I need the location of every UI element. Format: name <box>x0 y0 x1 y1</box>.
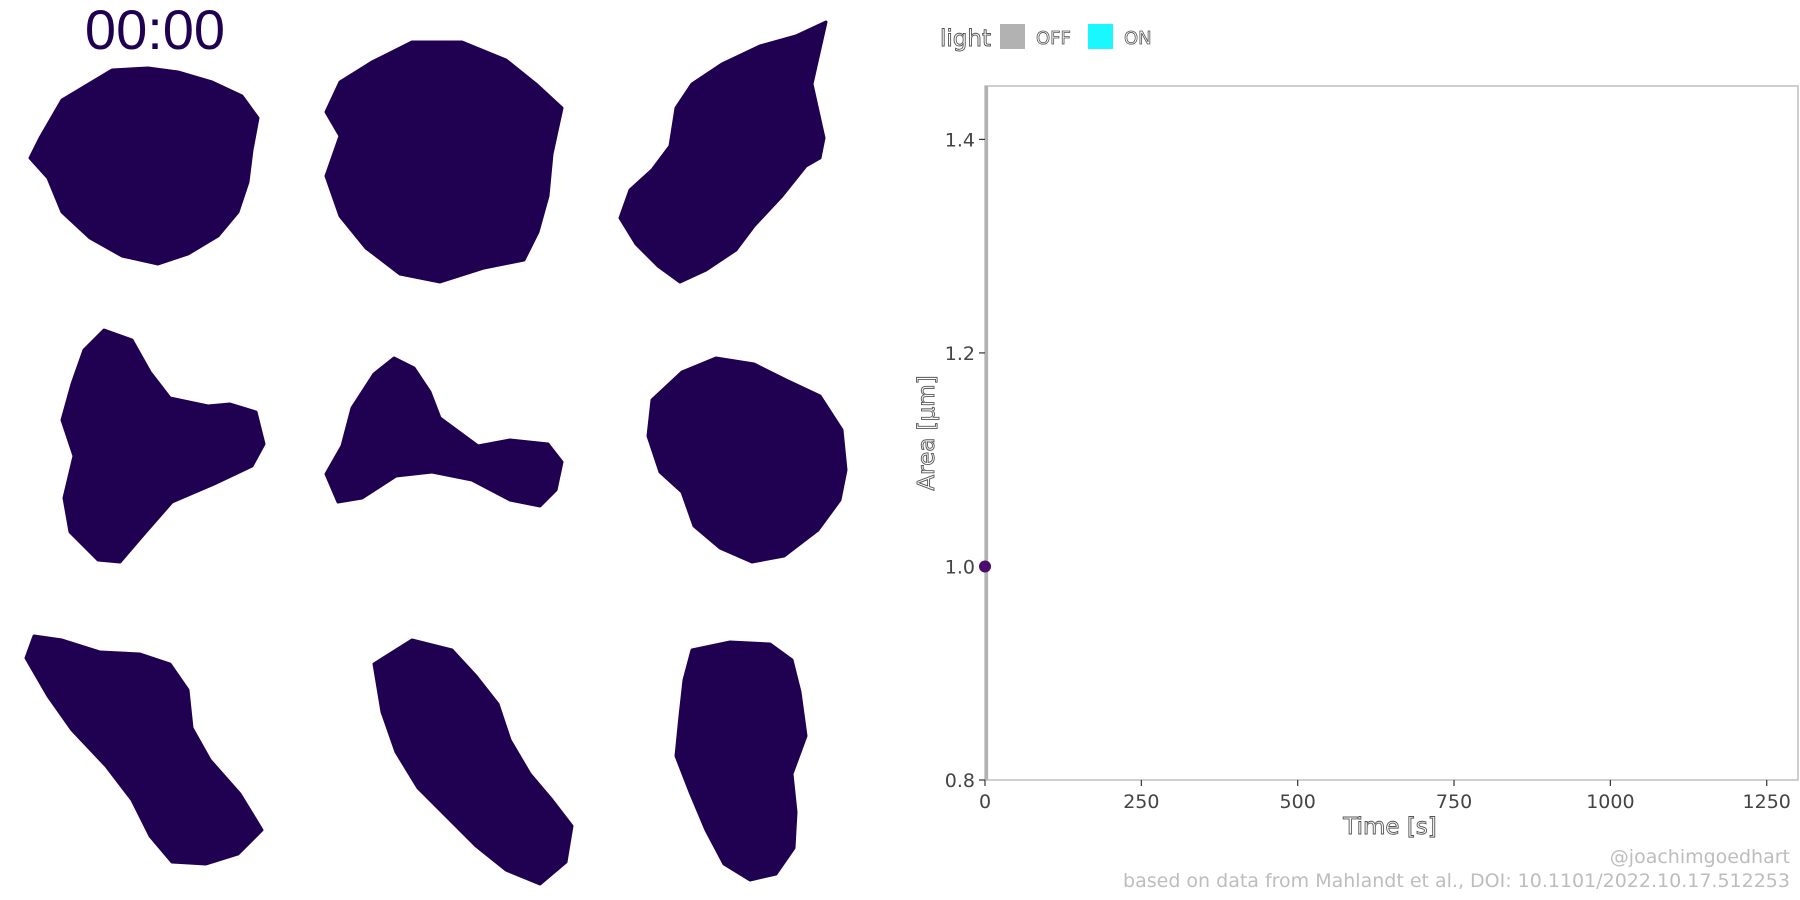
cell-shapes-panel <box>24 20 848 886</box>
light-band-off-1 <box>985 86 989 780</box>
y-tick-label: 0.8 <box>945 770 975 792</box>
timer-label: 00:00 <box>84 0 226 61</box>
legend-key-on <box>1088 24 1113 49</box>
legend-key-off <box>1000 24 1025 49</box>
x-tick-label: 250 <box>1123 791 1159 813</box>
data-point-1-1 <box>979 560 991 573</box>
y-axis-title: Area [μm] <box>914 375 940 490</box>
cell-shape-9 <box>674 640 808 882</box>
x-tick-label: 1250 <box>1743 791 1791 813</box>
legend-label-off: OFF <box>1036 28 1071 49</box>
cell-shape-2 <box>324 40 564 284</box>
credit-source: based on data from Mahlandt et al., DOI:… <box>1123 870 1790 892</box>
y-tick-label: 1.2 <box>945 343 975 365</box>
credit-handle: @joachimgoedhart <box>1609 846 1790 868</box>
cell-shape-5 <box>324 356 564 508</box>
y-tick-label: 1.0 <box>945 556 975 578</box>
legend-title: light <box>940 26 991 52</box>
cell-shape-1 <box>28 66 260 266</box>
x-tick-label: 1000 <box>1586 791 1634 813</box>
x-tick-label: 500 <box>1280 791 1316 813</box>
y-tick-label: 1.4 <box>945 129 975 151</box>
chart-panel-border <box>984 85 1799 781</box>
cell-shape-3 <box>618 20 828 284</box>
cell-shape-4 <box>60 328 266 564</box>
cell-shape-8 <box>372 638 574 886</box>
x-tick-label: 0 <box>979 791 991 813</box>
cell-shape-7 <box>24 634 264 866</box>
x-axis-title: Time [s] <box>1342 814 1437 840</box>
cell-shape-6 <box>646 356 848 564</box>
x-tick-label: 750 <box>1436 791 1472 813</box>
legend-label-on: ON <box>1124 28 1152 49</box>
